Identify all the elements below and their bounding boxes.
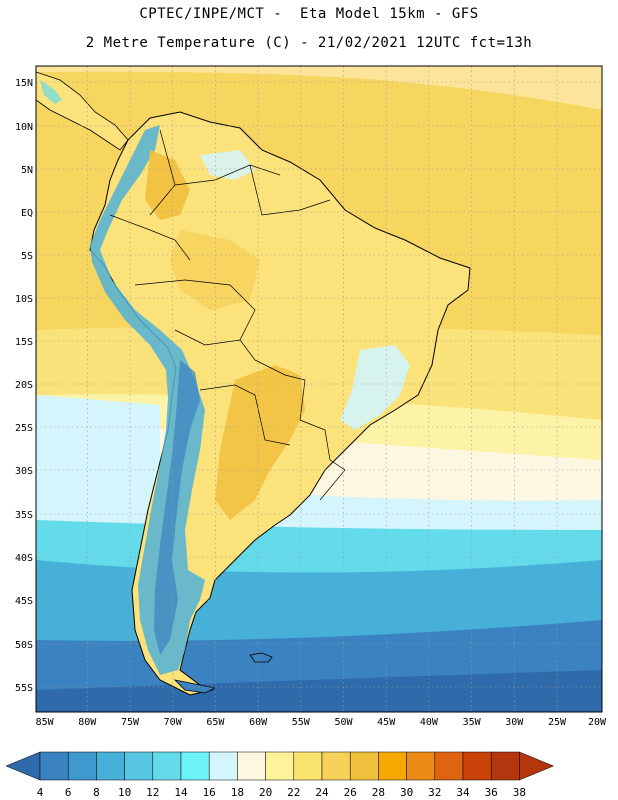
colorbar-label: 22 bbox=[287, 786, 300, 799]
hot-region-brazil bbox=[170, 230, 260, 310]
colorbar-label: 8 bbox=[93, 786, 100, 799]
latitude-labels: 15N 10N 5N EQ 5S 10S 15S 20S 25S 30S 35S… bbox=[15, 78, 33, 694]
lat-label: 10S bbox=[15, 294, 33, 305]
lat-label: 10N bbox=[15, 122, 33, 133]
colorbar-swatch bbox=[462, 751, 492, 781]
ocean-band-north-light bbox=[36, 66, 602, 110]
colorbar-swatch bbox=[406, 751, 436, 781]
hot-region-chaco bbox=[215, 365, 305, 520]
hot-region-colombia bbox=[145, 150, 190, 220]
central-america-highlands bbox=[40, 80, 62, 104]
lon-label: 40W bbox=[420, 717, 439, 728]
colorbar-label: 26 bbox=[344, 786, 357, 799]
colorbar-swatch bbox=[349, 751, 379, 781]
lat-label: 55S bbox=[15, 683, 33, 694]
lat-label: 50S bbox=[15, 640, 33, 651]
lat-label: 40S bbox=[15, 553, 33, 564]
colorbar-label: 36 bbox=[485, 786, 498, 799]
country-borders bbox=[109, 129, 346, 501]
colorbar-label: 34 bbox=[456, 786, 470, 799]
map-title: CPTEC/INPE/MCT - Eta Model 15km - GFS bbox=[139, 6, 479, 22]
colorbar-label: 18 bbox=[231, 786, 244, 799]
lat-label: 25S bbox=[15, 423, 33, 434]
lon-label: 75W bbox=[121, 717, 140, 728]
colorbar-label: 24 bbox=[315, 786, 329, 799]
colorbar-swatch bbox=[67, 751, 97, 781]
lon-label: 25W bbox=[548, 717, 567, 728]
colorbar-label: 16 bbox=[203, 786, 216, 799]
colorbar-swatch bbox=[490, 751, 520, 781]
lon-label: 45W bbox=[377, 717, 396, 728]
colorbar-label: 4 bbox=[37, 786, 44, 799]
lon-label: 60W bbox=[249, 717, 268, 728]
lat-label: 35S bbox=[15, 510, 33, 521]
lat-label: 5N bbox=[21, 165, 33, 176]
colorbar-arrow-low bbox=[5, 751, 41, 781]
colorbar-swatch bbox=[124, 751, 154, 781]
lon-label: 85W bbox=[36, 717, 55, 728]
colorbar-swatch bbox=[39, 751, 69, 781]
central-america-land bbox=[36, 71, 129, 151]
colorbar-label: 10 bbox=[118, 786, 131, 799]
lat-label: 20S bbox=[15, 380, 33, 391]
colorbar-label: 20 bbox=[259, 786, 272, 799]
colorbar-label: 14 bbox=[174, 786, 188, 799]
colorbar-swatch bbox=[152, 751, 182, 781]
longitude-labels: 85W 80W 75W 70W 65W 60W 55W 50W 45W 40W … bbox=[36, 717, 607, 728]
lat-label: 30S bbox=[15, 466, 33, 477]
colorbar-swatch bbox=[96, 751, 125, 781]
lon-label: 65W bbox=[206, 717, 225, 728]
colorbar-label: 30 bbox=[400, 786, 413, 799]
colorbar-label: 12 bbox=[146, 786, 159, 799]
colorbar-arrow-high bbox=[519, 751, 555, 781]
lon-label: 30W bbox=[505, 717, 524, 728]
colorbar-swatch bbox=[321, 751, 351, 781]
colorbar-label: 6 bbox=[65, 786, 72, 799]
colorbar-label: 28 bbox=[372, 786, 385, 799]
lon-label: 35W bbox=[463, 717, 482, 728]
lon-label: 80W bbox=[78, 717, 97, 728]
lat-label: EQ bbox=[21, 208, 33, 219]
colorbar-label: 38 bbox=[513, 786, 526, 799]
lat-label: 5S bbox=[21, 251, 33, 262]
colorbar-swatch bbox=[265, 751, 295, 781]
map-frame bbox=[35, 65, 603, 713]
colorbar-label: 32 bbox=[428, 786, 441, 799]
cool-region-brazil-east bbox=[340, 345, 410, 430]
colorbar-swatch bbox=[434, 751, 464, 781]
map-subtitle: 2 Metre Temperature (C) - 21/02/2021 12U… bbox=[85, 35, 533, 51]
andes-cold-region bbox=[90, 125, 205, 675]
colorbar: 4 6 8 10 12 14 16 18 20 22 24 26 28 30 32 34 36 38 bbox=[5, 751, 555, 799]
lon-label: 55W bbox=[292, 717, 311, 728]
lat-label: 45S bbox=[15, 596, 33, 607]
colorbar-swatch bbox=[208, 751, 238, 781]
lon-label: 20W bbox=[588, 717, 607, 728]
lon-label: 50W bbox=[334, 717, 353, 728]
colorbar-swatch bbox=[237, 751, 266, 781]
andes-high-peaks bbox=[154, 360, 200, 655]
lat-label: 15N bbox=[15, 78, 33, 89]
lon-label: 70W bbox=[164, 717, 183, 728]
temperature-map: 15N 10N 5N EQ 5S 10S 15S 20S 25S 30S 35S… bbox=[15, 65, 607, 728]
ocean-band-darkest bbox=[36, 670, 602, 712]
cool-region-guiana bbox=[200, 150, 255, 180]
colorbar-labels: 4 6 8 10 12 14 16 18 20 22 24 26 28 30 32 34 36 38 bbox=[37, 786, 526, 799]
tierra-del-fuego bbox=[173, 679, 217, 694]
colorbar-swatch bbox=[293, 751, 323, 781]
colorbar-swatch bbox=[180, 751, 210, 781]
falkland-islands bbox=[249, 652, 273, 663]
lat-label: 15S bbox=[15, 337, 33, 348]
colorbar-swatches bbox=[5, 751, 555, 781]
colorbar-swatch bbox=[378, 751, 407, 781]
